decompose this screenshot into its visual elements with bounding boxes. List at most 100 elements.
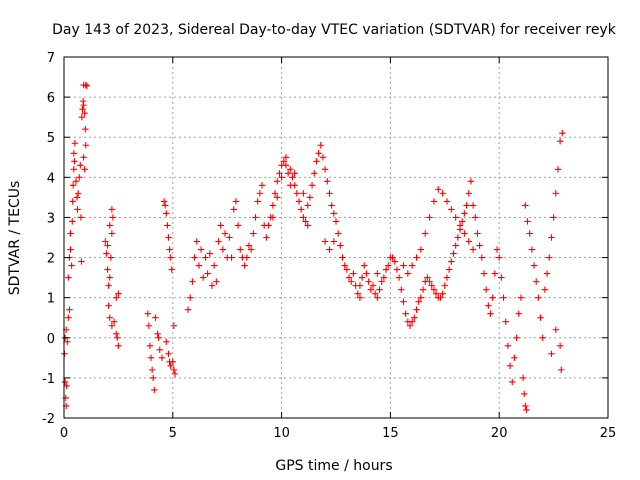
data-point bbox=[104, 242, 111, 249]
data-point bbox=[515, 310, 522, 317]
x-tick-label: 20 bbox=[491, 426, 508, 441]
data-point bbox=[276, 170, 283, 177]
data-point bbox=[69, 182, 77, 189]
data-point bbox=[154, 330, 161, 337]
data-point bbox=[113, 330, 120, 337]
data-point bbox=[108, 230, 116, 237]
data-point bbox=[556, 138, 564, 145]
data-point bbox=[265, 222, 272, 229]
data-point bbox=[330, 238, 338, 245]
data-point bbox=[408, 318, 416, 325]
data-point bbox=[467, 178, 475, 185]
data-point bbox=[304, 222, 311, 229]
data-point bbox=[554, 166, 562, 173]
data-point bbox=[402, 310, 409, 317]
x-tick-label: 5 bbox=[169, 426, 177, 441]
y-tick-label: 1 bbox=[47, 292, 55, 307]
data-point bbox=[506, 362, 514, 370]
data-point bbox=[282, 162, 290, 169]
data-point bbox=[321, 166, 329, 173]
data-point bbox=[306, 194, 314, 201]
points-layer bbox=[61, 81, 566, 414]
data-point bbox=[145, 322, 153, 329]
data-point bbox=[258, 182, 266, 189]
data-point bbox=[502, 318, 509, 325]
data-point bbox=[147, 354, 155, 362]
data-point bbox=[452, 242, 459, 249]
data-point bbox=[287, 182, 294, 189]
data-point bbox=[74, 190, 82, 197]
data-point bbox=[219, 246, 227, 253]
data-point bbox=[65, 314, 72, 321]
data-point bbox=[156, 346, 163, 354]
data-point bbox=[532, 278, 540, 285]
data-point bbox=[206, 250, 213, 257]
data-point bbox=[523, 406, 530, 414]
data-point bbox=[546, 254, 553, 261]
data-point bbox=[81, 166, 88, 173]
data-point bbox=[226, 234, 233, 241]
data-point bbox=[452, 214, 459, 221]
data-point bbox=[469, 202, 477, 209]
data-point bbox=[106, 222, 113, 229]
data-point bbox=[465, 238, 472, 245]
data-point bbox=[155, 334, 162, 341]
x-tick-label: 0 bbox=[60, 426, 68, 441]
data-point bbox=[556, 342, 564, 349]
data-point bbox=[297, 206, 305, 213]
data-point bbox=[80, 101, 87, 109]
data-point bbox=[459, 218, 466, 225]
y-tick-label: 5 bbox=[47, 131, 55, 146]
data-point bbox=[371, 290, 379, 297]
data-point bbox=[77, 162, 84, 169]
data-point bbox=[393, 266, 401, 273]
data-point bbox=[217, 222, 224, 229]
data-point bbox=[343, 266, 351, 273]
data-point bbox=[552, 326, 559, 333]
data-point bbox=[345, 274, 353, 281]
data-point bbox=[339, 254, 346, 261]
data-point bbox=[354, 290, 361, 297]
data-point bbox=[332, 218, 340, 225]
data-point bbox=[428, 282, 435, 289]
data-point bbox=[77, 214, 85, 221]
data-point bbox=[328, 202, 335, 209]
data-point bbox=[450, 250, 457, 257]
data-point bbox=[432, 290, 440, 297]
data-point bbox=[465, 190, 472, 197]
data-point bbox=[78, 258, 85, 265]
axes-layer: 0 5 10 15 20 25 -2 -1 0 1 2 3 4 5 6 7 bbox=[42, 51, 616, 441]
y-tick-label: 3 bbox=[47, 211, 55, 226]
data-point bbox=[66, 306, 73, 313]
data-point bbox=[389, 254, 396, 261]
data-point bbox=[274, 194, 281, 201]
y-tick-label: 7 bbox=[47, 51, 55, 66]
data-point bbox=[151, 386, 158, 394]
data-point bbox=[522, 402, 529, 410]
data-point bbox=[241, 262, 248, 269]
data-point bbox=[160, 198, 168, 205]
data-point bbox=[485, 302, 492, 309]
data-point bbox=[106, 314, 113, 321]
data-point bbox=[326, 190, 333, 197]
data-point bbox=[170, 366, 178, 374]
data-point bbox=[548, 234, 555, 241]
data-point bbox=[391, 258, 398, 265]
data-point bbox=[68, 262, 75, 269]
data-point bbox=[110, 318, 118, 325]
data-point bbox=[498, 274, 505, 281]
data-point bbox=[152, 314, 159, 321]
data-point bbox=[395, 274, 403, 281]
data-point bbox=[411, 314, 418, 321]
data-point bbox=[443, 198, 451, 205]
x-axis-label: GPS time / hours bbox=[275, 458, 392, 474]
data-point bbox=[70, 166, 77, 173]
data-point bbox=[526, 230, 533, 237]
data-point bbox=[445, 266, 453, 273]
data-point bbox=[539, 334, 546, 341]
data-point bbox=[256, 190, 264, 197]
data-point bbox=[82, 81, 89, 89]
data-point bbox=[191, 254, 198, 261]
data-point bbox=[330, 210, 338, 217]
data-point bbox=[197, 246, 205, 253]
